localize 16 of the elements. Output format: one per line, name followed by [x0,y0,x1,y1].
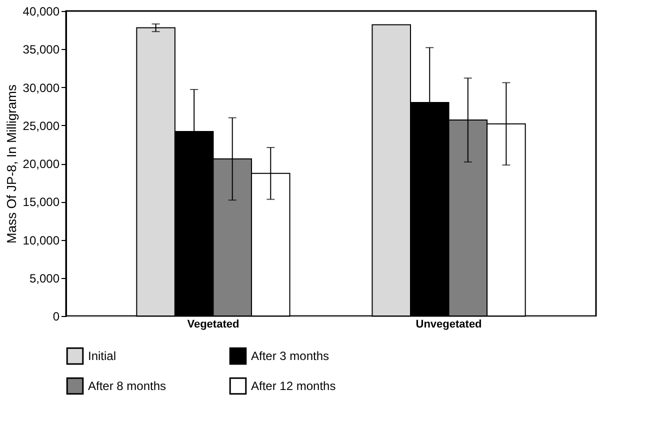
y-axis-title: Mass Of JP-8, In Milligrams [4,84,19,244]
y-tick-label: 20,000 [22,157,60,171]
y-tick-label: 30,000 [22,80,60,95]
y-tick-label: 25,000 [22,118,60,133]
y-tick-label: 10,000 [22,233,60,248]
y-tick-label: 0 [52,310,60,324]
legend-label: After 8 months [88,379,166,393]
legend-label: After 3 months [251,349,330,364]
legend-label: After 12 months [251,379,336,393]
y-tick-label: 15,000 [22,195,60,210]
y-tick-label: 35,000 [22,42,60,57]
y-tick-label: 40,000 [22,4,60,18]
y-tick-label: 5,000 [29,271,60,286]
x-tick-label: Unvegetated [416,318,482,330]
legend-label: Initial [88,349,116,364]
x-tick-label: Vegetated [187,318,240,330]
